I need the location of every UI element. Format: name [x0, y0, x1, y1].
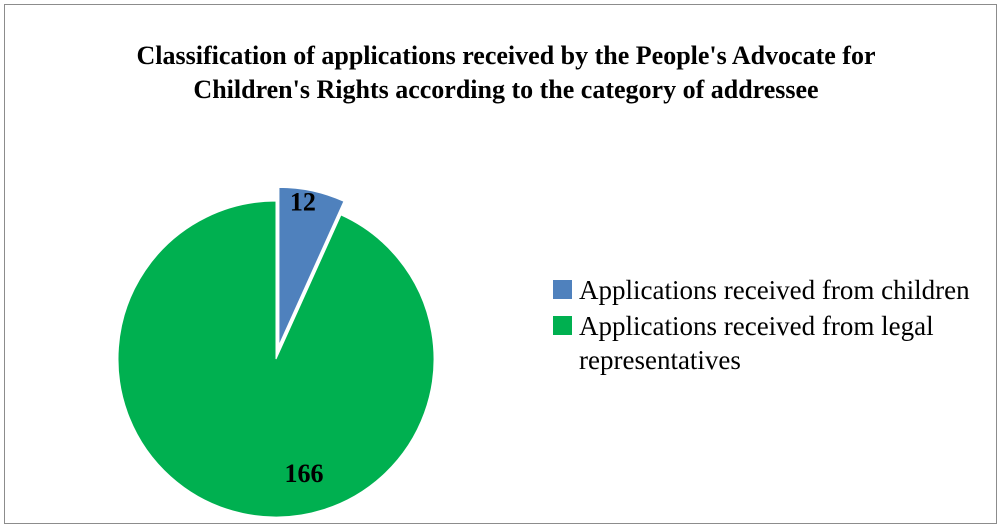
legend-swatch-children — [553, 280, 572, 299]
legend-item-legal-representatives: Applications received from legal represe… — [553, 309, 973, 377]
chart-area: Classification of applications received … — [4, 4, 997, 524]
legend-item-children: Applications received from children — [553, 273, 973, 307]
legend-label-children: Applications received from children — [579, 273, 973, 307]
legend-swatch-legal-representatives — [553, 316, 572, 335]
legend: Applications received from children Appl… — [553, 273, 973, 379]
pie-chart: 12 166 — [5, 5, 998, 525]
data-label-legal-representatives: 166 — [284, 459, 323, 488]
pie-slice-legal-representatives — [118, 201, 434, 517]
data-label-children: 12 — [290, 187, 316, 216]
legend-label-legal-representatives: Applications received from legal represe… — [579, 309, 973, 377]
